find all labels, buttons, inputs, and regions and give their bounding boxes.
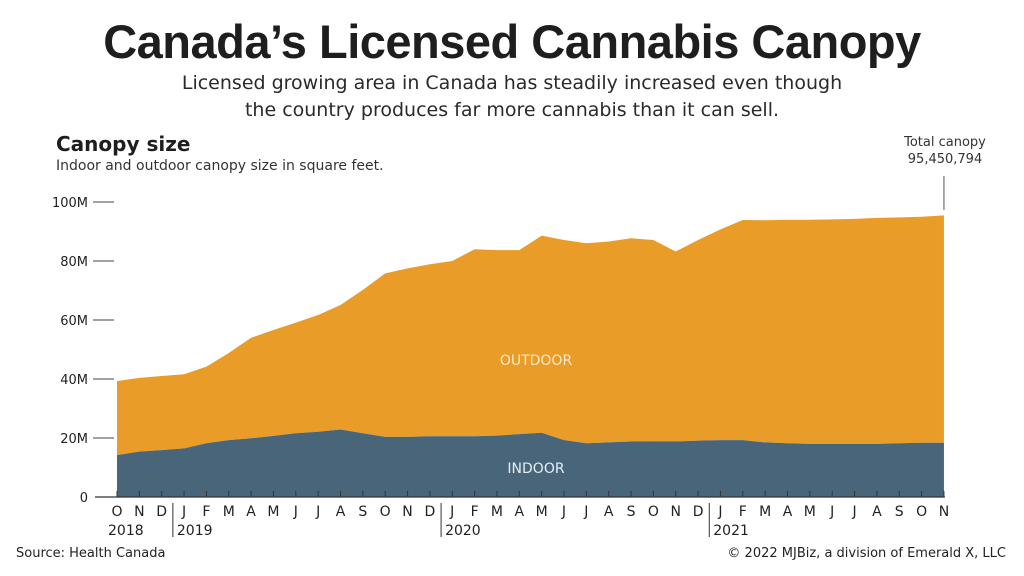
y-tick-label: 40M (60, 373, 88, 388)
chart-subtitle: Indoor and outdoor canopy size in square… (56, 158, 384, 174)
x-tick-label: J (717, 504, 722, 520)
y-tick-label: 60M (60, 314, 88, 329)
subtitle-line-1: Licensed growing area in Canada has stea… (181, 72, 843, 94)
annotation-label: Total canopy (904, 135, 986, 150)
x-tick-label: O (648, 504, 659, 520)
x-tick-label: M (804, 504, 816, 520)
x-tick-label: S (627, 504, 636, 520)
x-tick-label: N (402, 504, 412, 520)
x-tick-label: J (293, 504, 298, 520)
annotation-value: 95,450,794 (907, 152, 983, 167)
x-tick-label: D (156, 504, 167, 520)
subtitle-line-2: the country produces far more cannabis t… (244, 99, 780, 121)
y-tick-label: 0 (80, 491, 88, 506)
x-tick-label: F (471, 504, 479, 520)
x-tick-label: J (561, 504, 566, 520)
x-tick-label: O (916, 504, 927, 520)
x-tick-label: A (604, 504, 614, 520)
x-tick-label: J (181, 504, 186, 520)
x-tick-label: D (693, 504, 704, 520)
x-tick-label: J (449, 504, 454, 520)
x-tick-label: S (895, 504, 904, 520)
page-subtitle: Licensed growing area in Canada has stea… (0, 70, 1024, 124)
chart-title: Canopy size (56, 132, 191, 156)
x-tick-label: A (515, 504, 525, 520)
y-tick-label: 100M (52, 196, 88, 211)
x-tick-label: A (783, 504, 793, 520)
x-tick-label: N (939, 504, 949, 520)
x-tick-label: O (111, 504, 122, 520)
indoor-label: INDOOR (507, 461, 564, 477)
indoor-area (117, 429, 944, 497)
x-tick-label: A (336, 504, 346, 520)
x-tick-label: N (671, 504, 681, 520)
y-tick-label: 20M (60, 432, 88, 447)
x-tick-label: N (134, 504, 144, 520)
x-tick-label: F (739, 504, 747, 520)
source-note: Source: Health Canada (16, 546, 166, 561)
outdoor-area (117, 215, 944, 456)
copyright-note: © 2022 MJBiz, a division of Emerald X, L… (727, 546, 1006, 561)
x-tick-label: M (223, 504, 235, 520)
x-tick-label: F (202, 504, 210, 520)
x-tick-label: M (491, 504, 503, 520)
page-title: Canada’s Licensed Cannabis Canopy (103, 15, 921, 68)
x-tick-label: S (358, 504, 367, 520)
x-tick-label: A (872, 504, 882, 520)
x-tick-label: O (380, 504, 391, 520)
year-label: 2018 (108, 523, 144, 539)
x-tick-label: M (759, 504, 771, 520)
x-tick-label: J (315, 504, 320, 520)
x-tick-label: D (425, 504, 436, 520)
year-label: 2020 (445, 523, 481, 539)
y-tick-label: 80M (60, 255, 88, 270)
year-label: 2019 (177, 523, 213, 539)
x-tick-label: M (536, 504, 548, 520)
x-tick-label: M (267, 504, 279, 520)
outdoor-label: OUTDOOR (500, 353, 573, 369)
x-tick-label: J (829, 504, 834, 520)
x-tick-label: J (851, 504, 856, 520)
x-tick-label: A (246, 504, 256, 520)
x-tick-label: J (583, 504, 588, 520)
year-label: 2021 (713, 523, 749, 539)
total-canopy-annotation: Total canopy 95,450,794 (870, 134, 1020, 168)
